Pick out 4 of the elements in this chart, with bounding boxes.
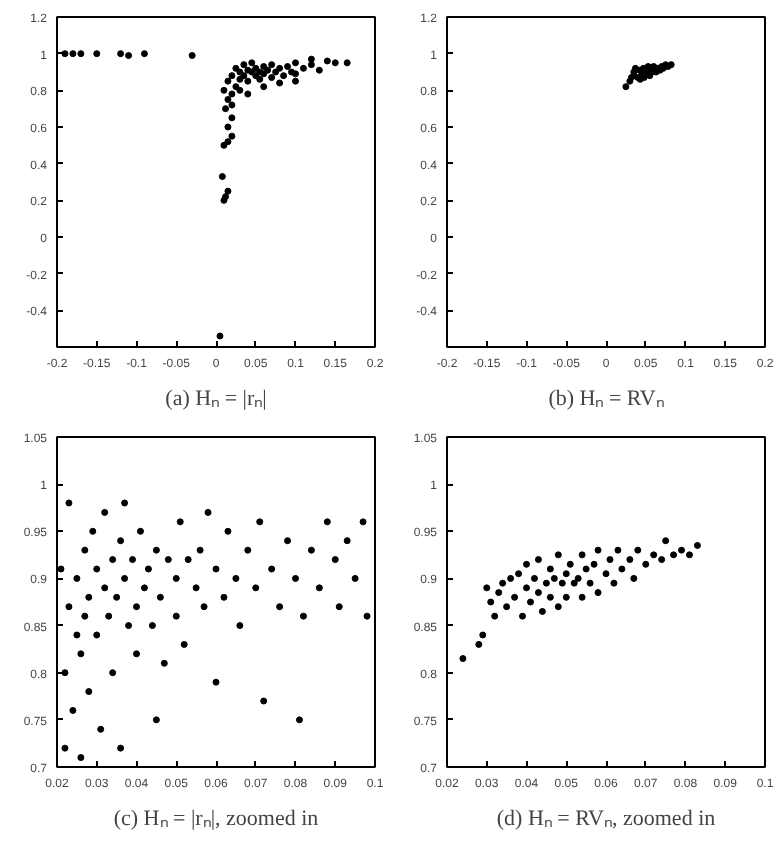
text: (d) Hₙ = RVₙ, zoomed in [496, 807, 717, 831]
text: (b) Hₙ = RVₙ [548, 387, 664, 411]
text: (a) Hₙ = |rₙ| [165, 387, 267, 411]
text: (c) Hₙ = |rₙ|, zoomed in [113, 807, 320, 831]
